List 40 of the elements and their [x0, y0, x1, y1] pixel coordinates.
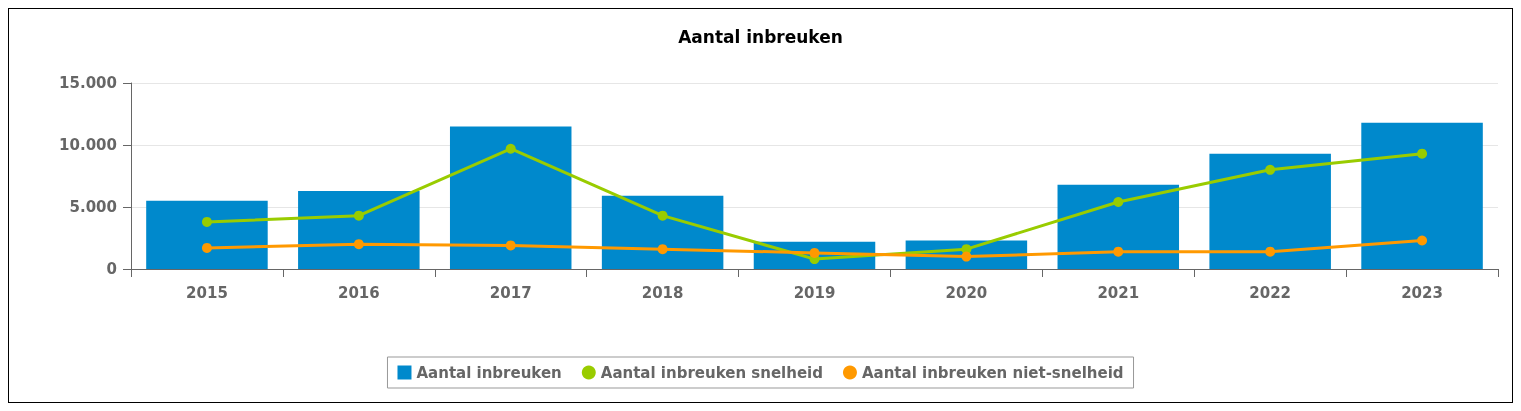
y-tick-label: 15.000	[59, 74, 117, 92]
x-tick-label: 2016	[337, 283, 380, 302]
bar	[146, 200, 268, 269]
legend-label: Aantal inbreuken	[416, 363, 562, 382]
x-tick-label: 2022	[1249, 283, 1292, 302]
bar	[601, 195, 724, 269]
y-tick-label: 5.000	[69, 198, 117, 216]
point	[657, 210, 668, 221]
point	[657, 244, 668, 255]
point	[1417, 148, 1428, 159]
point	[1265, 164, 1276, 175]
bar	[1361, 122, 1483, 269]
x-tick-label: 2017	[489, 283, 532, 302]
point	[201, 216, 212, 227]
point	[505, 143, 516, 154]
bar	[1209, 153, 1331, 269]
point	[201, 242, 212, 253]
x-tick-label: 2020	[945, 283, 988, 302]
point	[1417, 235, 1428, 246]
chart-title: Aantal inbreuken	[678, 26, 843, 47]
bar	[1057, 184, 1180, 269]
point	[1265, 246, 1276, 257]
y-tick-label: 0	[106, 260, 117, 278]
legend-label: Aantal inbreuken snelheid	[600, 363, 823, 382]
point	[1113, 246, 1124, 257]
bar	[449, 126, 572, 269]
x-tick-label: 2023	[1401, 283, 1443, 302]
point	[809, 247, 820, 258]
point	[353, 239, 364, 250]
bar	[298, 190, 420, 269]
point	[353, 210, 364, 221]
y-tick-label: 10.000	[59, 136, 117, 154]
x-tick-label: 2021	[1097, 283, 1140, 302]
x-tick-label: 2018	[641, 283, 684, 302]
point	[961, 251, 972, 262]
x-tick-label: 2015	[186, 283, 228, 302]
point	[1113, 197, 1124, 208]
point	[505, 240, 516, 251]
legend-label: Aantal inbreuken niet-snelheid	[861, 363, 1124, 382]
x-tick-label: 2019	[793, 283, 836, 302]
